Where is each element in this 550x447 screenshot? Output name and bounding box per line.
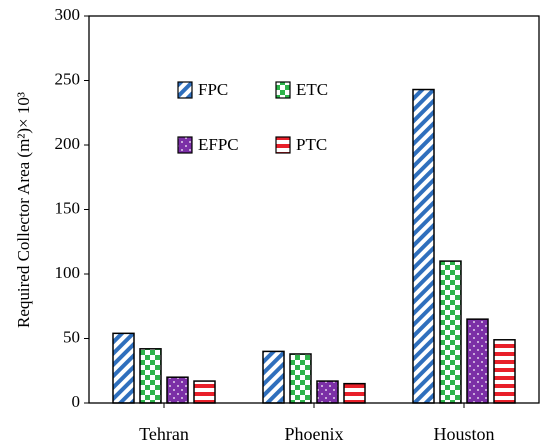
bar-ptc-houston (493, 339, 516, 404)
y-tick-label: 0 (72, 392, 81, 411)
x-category-label-phoenix: Phoenix (284, 424, 343, 444)
y-tick-label: 300 (55, 5, 81, 24)
bar-fpc-phoenix (262, 350, 285, 404)
legend-label-fpc: FPC (198, 80, 228, 99)
legend-item-ptc: PTC (275, 135, 327, 154)
legend-item-fpc: FPC (177, 80, 228, 99)
bar-ptc-phoenix (343, 382, 366, 404)
legend-label-ptc: PTC (296, 135, 327, 154)
y-tick-label: 200 (55, 134, 81, 153)
y-tick-label: 150 (55, 198, 81, 217)
legend-swatch-fpc (177, 81, 193, 99)
legend: FPC ETC EFPC PTC (177, 80, 328, 154)
legend-label-etc: ETC (296, 80, 328, 99)
bar-efpc-phoenix (316, 380, 339, 404)
x-category-label-houston: Houston (433, 424, 494, 444)
y-tick-label: 100 (55, 263, 81, 282)
bar-fpc-tehran (112, 332, 135, 404)
bar-fpc-houston (412, 88, 435, 404)
legend-label-efpc: EFPC (198, 135, 239, 154)
x-category-label-tehran: Tehran (139, 424, 189, 444)
legend-swatch-efpc (177, 136, 193, 154)
bars-layer (112, 88, 516, 404)
x-axis-categories: Tehran Phoenix Houston (139, 403, 495, 444)
bar-efpc-houston (466, 318, 489, 404)
bar-efpc-tehran (166, 376, 189, 404)
bar-etc-phoenix (289, 353, 312, 404)
bar-ptc-tehran (193, 380, 216, 404)
legend-swatch-ptc (275, 136, 291, 154)
y-axis-label: Required Collector Area (m²)× 10³ (14, 92, 33, 328)
bar-etc-houston (439, 260, 462, 404)
y-tick-label: 50 (63, 327, 80, 346)
bar-etc-tehran (139, 348, 162, 404)
y-tick-label: 250 (55, 69, 81, 88)
legend-item-efpc: EFPC (177, 135, 239, 154)
legend-item-etc: ETC (275, 80, 328, 99)
legend-swatch-etc (275, 81, 291, 99)
y-axis-ticks: 0 50 100 150 200 250 300 (55, 5, 89, 411)
